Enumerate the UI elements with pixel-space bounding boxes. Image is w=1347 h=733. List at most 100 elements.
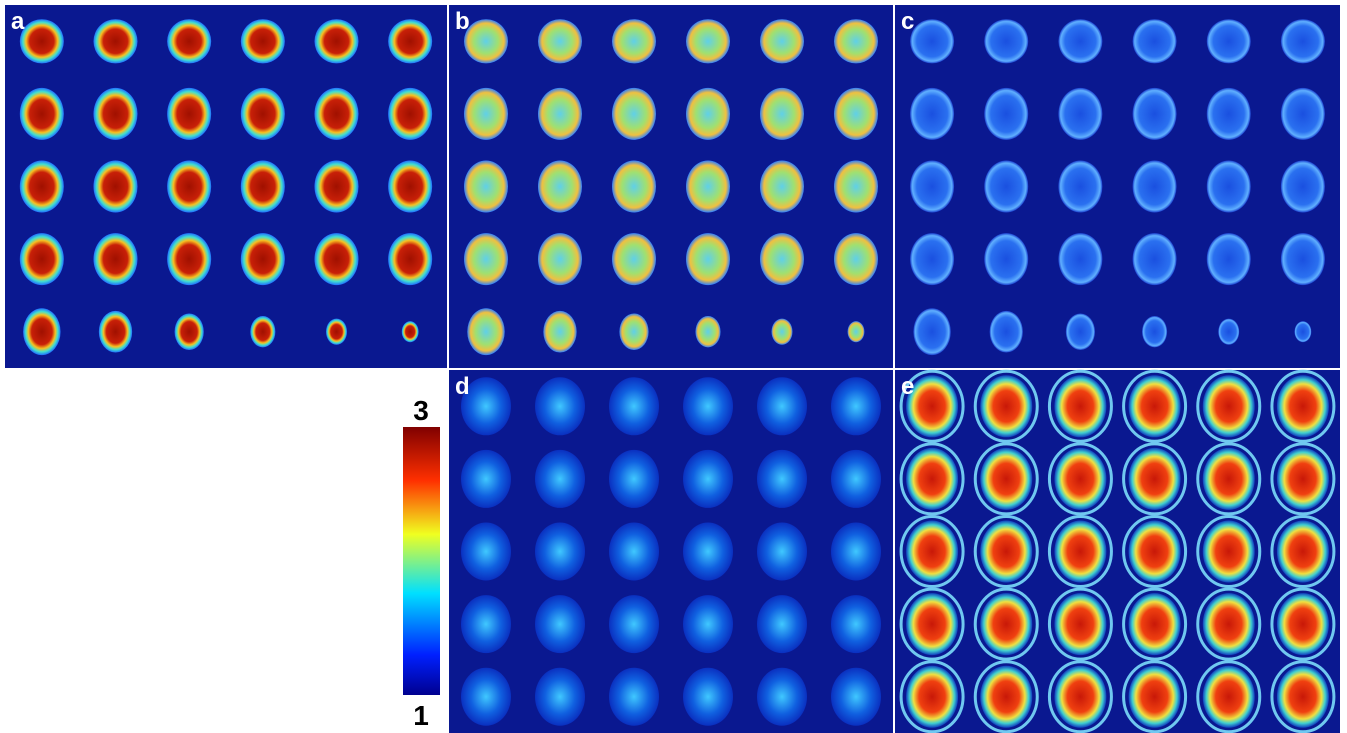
brain-slice — [1058, 233, 1102, 285]
brain-slice — [1129, 448, 1181, 510]
brain-slice — [683, 668, 733, 726]
brain-slice — [1054, 375, 1106, 437]
brain-slice — [535, 377, 585, 435]
colorbar-min: 1 — [413, 700, 429, 731]
brain-slice — [612, 19, 656, 63]
brain-slice — [535, 523, 585, 581]
brain-slice — [1054, 521, 1106, 583]
brain-slice — [683, 377, 733, 435]
brain-slice — [760, 19, 804, 63]
brain-slice — [910, 233, 954, 285]
brain-slice — [1066, 313, 1095, 350]
brain-slice — [94, 88, 138, 140]
brain-slice — [461, 595, 511, 653]
brain-slice — [1133, 161, 1177, 213]
brain-slice — [538, 233, 582, 285]
brain-slice — [20, 19, 64, 63]
brain-slice — [1207, 233, 1251, 285]
brain-slice — [609, 377, 659, 435]
brain-slice — [20, 161, 64, 213]
brain-slice — [984, 161, 1028, 213]
brain-slice — [757, 450, 807, 508]
brain-slice — [464, 233, 508, 285]
brain-slice — [984, 233, 1028, 285]
brain-slice — [1203, 375, 1255, 437]
brain-slice — [1207, 19, 1251, 63]
brain-slice — [1295, 321, 1312, 342]
brain-slice — [609, 523, 659, 581]
brain-slice — [1054, 666, 1106, 728]
brain-slice — [980, 666, 1032, 728]
brain-slice — [683, 523, 733, 581]
brain-slice — [980, 521, 1032, 583]
brain-slice — [94, 161, 138, 213]
brain-slice — [99, 311, 132, 353]
brain-slice — [1203, 448, 1255, 510]
brain-slice — [1129, 666, 1181, 728]
brain-slice — [241, 161, 285, 213]
brain-slice — [834, 88, 878, 140]
brain-slice — [612, 161, 656, 213]
brain-slice — [1133, 88, 1177, 140]
brain-slice — [315, 88, 359, 140]
brain-slice — [388, 161, 432, 213]
brain-slice — [1129, 521, 1181, 583]
brain-slice — [167, 88, 211, 140]
brain-slice — [1133, 19, 1177, 63]
brain-slice — [1277, 448, 1329, 510]
brain-slice — [1281, 88, 1325, 140]
brain-slice — [388, 19, 432, 63]
brain-slice — [461, 523, 511, 581]
brain-slice — [1277, 521, 1329, 583]
brain-slice — [906, 448, 958, 510]
brain-slice — [1129, 593, 1181, 655]
brain-slice — [1129, 375, 1181, 437]
brain-slice — [686, 233, 730, 285]
brain-slice — [619, 313, 648, 350]
brain-slice — [910, 19, 954, 63]
brain-slice — [94, 19, 138, 63]
brain-slice — [1142, 316, 1167, 347]
brain-slice — [538, 19, 582, 63]
brain-slice — [1058, 19, 1102, 63]
figure: 3 1 abcde — [0, 0, 1347, 733]
brain-slice — [609, 450, 659, 508]
brain-slice — [757, 523, 807, 581]
brain-slice — [831, 450, 881, 508]
brain-slice — [241, 19, 285, 63]
brain-slice — [1281, 161, 1325, 213]
brain-slice — [23, 308, 60, 355]
brain-slice — [1054, 593, 1106, 655]
brain-slice — [683, 595, 733, 653]
brain-slice — [1054, 448, 1106, 510]
brain-slice — [464, 88, 508, 140]
brain-slice — [250, 316, 275, 347]
brain-slice — [538, 161, 582, 213]
brain-slice — [984, 88, 1028, 140]
brain-slice — [1218, 319, 1239, 345]
brain-slice — [760, 233, 804, 285]
brain-slice — [831, 668, 881, 726]
brain-slice — [535, 668, 585, 726]
brain-slice — [388, 88, 432, 140]
colorbar-max: 3 — [413, 395, 429, 426]
brain-slice — [167, 161, 211, 213]
brain-slice — [167, 19, 211, 63]
brain-slice — [535, 595, 585, 653]
brain-slice — [1058, 88, 1102, 140]
panel-label: e — [901, 373, 914, 400]
panel-label: c — [901, 8, 914, 35]
brain-slice — [757, 595, 807, 653]
brain-slice — [906, 521, 958, 583]
panel — [895, 5, 1340, 368]
brain-slice — [910, 88, 954, 140]
brain-slice — [241, 233, 285, 285]
brain-slice — [1277, 593, 1329, 655]
brain-slice — [609, 595, 659, 653]
brain-slice — [464, 161, 508, 213]
brain-slice — [464, 19, 508, 63]
brain-slice — [980, 448, 1032, 510]
brain-slice — [831, 377, 881, 435]
brain-slice — [683, 450, 733, 508]
brain-slice — [686, 88, 730, 140]
